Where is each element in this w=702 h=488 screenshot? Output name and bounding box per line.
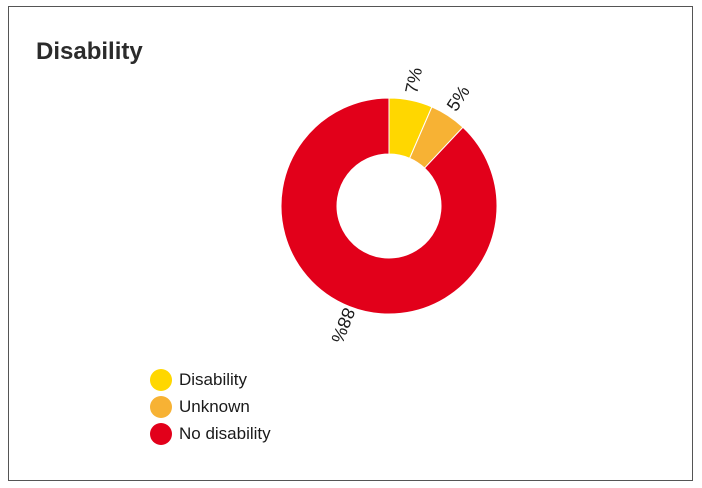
donut-slices [280, 97, 498, 315]
legend-swatch-unknown [150, 395, 172, 418]
legend-item-unknown: Unknown [150, 393, 271, 420]
legend-swatch-disability [150, 368, 172, 391]
legend-label-disability: Disability [179, 369, 248, 389]
slice-no-disability [280, 97, 498, 315]
slice-label-unknown: 5% [443, 82, 474, 115]
legend-item-disability: Disability [150, 366, 271, 393]
legend-label-no-disability: No disability [179, 423, 271, 443]
chart-title: Disability [36, 38, 143, 65]
slice-label-disability: 7% [401, 66, 426, 96]
legend-label-unknown: Unknown [179, 396, 250, 416]
legend-item-no-disability: No disability [150, 420, 271, 447]
legend: Disability Unknown No disability [150, 366, 271, 447]
slice-label-no-disability: 88% [327, 305, 359, 346]
legend-swatch-no-disability [150, 422, 172, 445]
